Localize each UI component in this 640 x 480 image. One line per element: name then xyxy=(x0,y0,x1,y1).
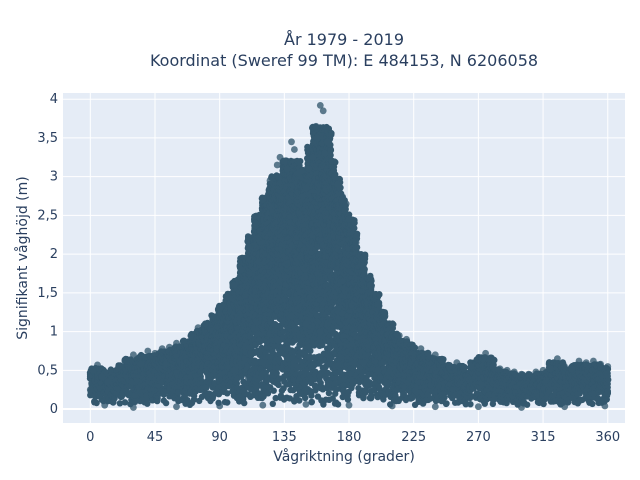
data-point xyxy=(302,394,309,402)
data-point xyxy=(241,399,248,407)
data-point xyxy=(297,158,304,165)
data-point xyxy=(296,397,303,404)
data-points xyxy=(86,102,612,411)
data-point xyxy=(190,396,198,403)
data-point xyxy=(264,389,272,396)
data-point xyxy=(224,399,231,406)
chart-title: År 1979 - 2019 Koordinat (Sweref 99 TM):… xyxy=(150,30,538,70)
data-point xyxy=(131,392,139,399)
data-point xyxy=(269,400,276,407)
data-point xyxy=(144,400,151,407)
data-point xyxy=(203,384,210,392)
chart-title-line-1: År 1979 - 2019 xyxy=(284,30,404,49)
data-point xyxy=(154,397,161,405)
data-point xyxy=(162,399,170,407)
data-point xyxy=(116,400,124,407)
chart-title-line-2: Koordinat (Sweref 99 TM): E 484153, N 62… xyxy=(150,51,538,70)
data-point xyxy=(121,399,129,406)
data-point xyxy=(93,399,100,407)
data-point xyxy=(270,387,277,394)
